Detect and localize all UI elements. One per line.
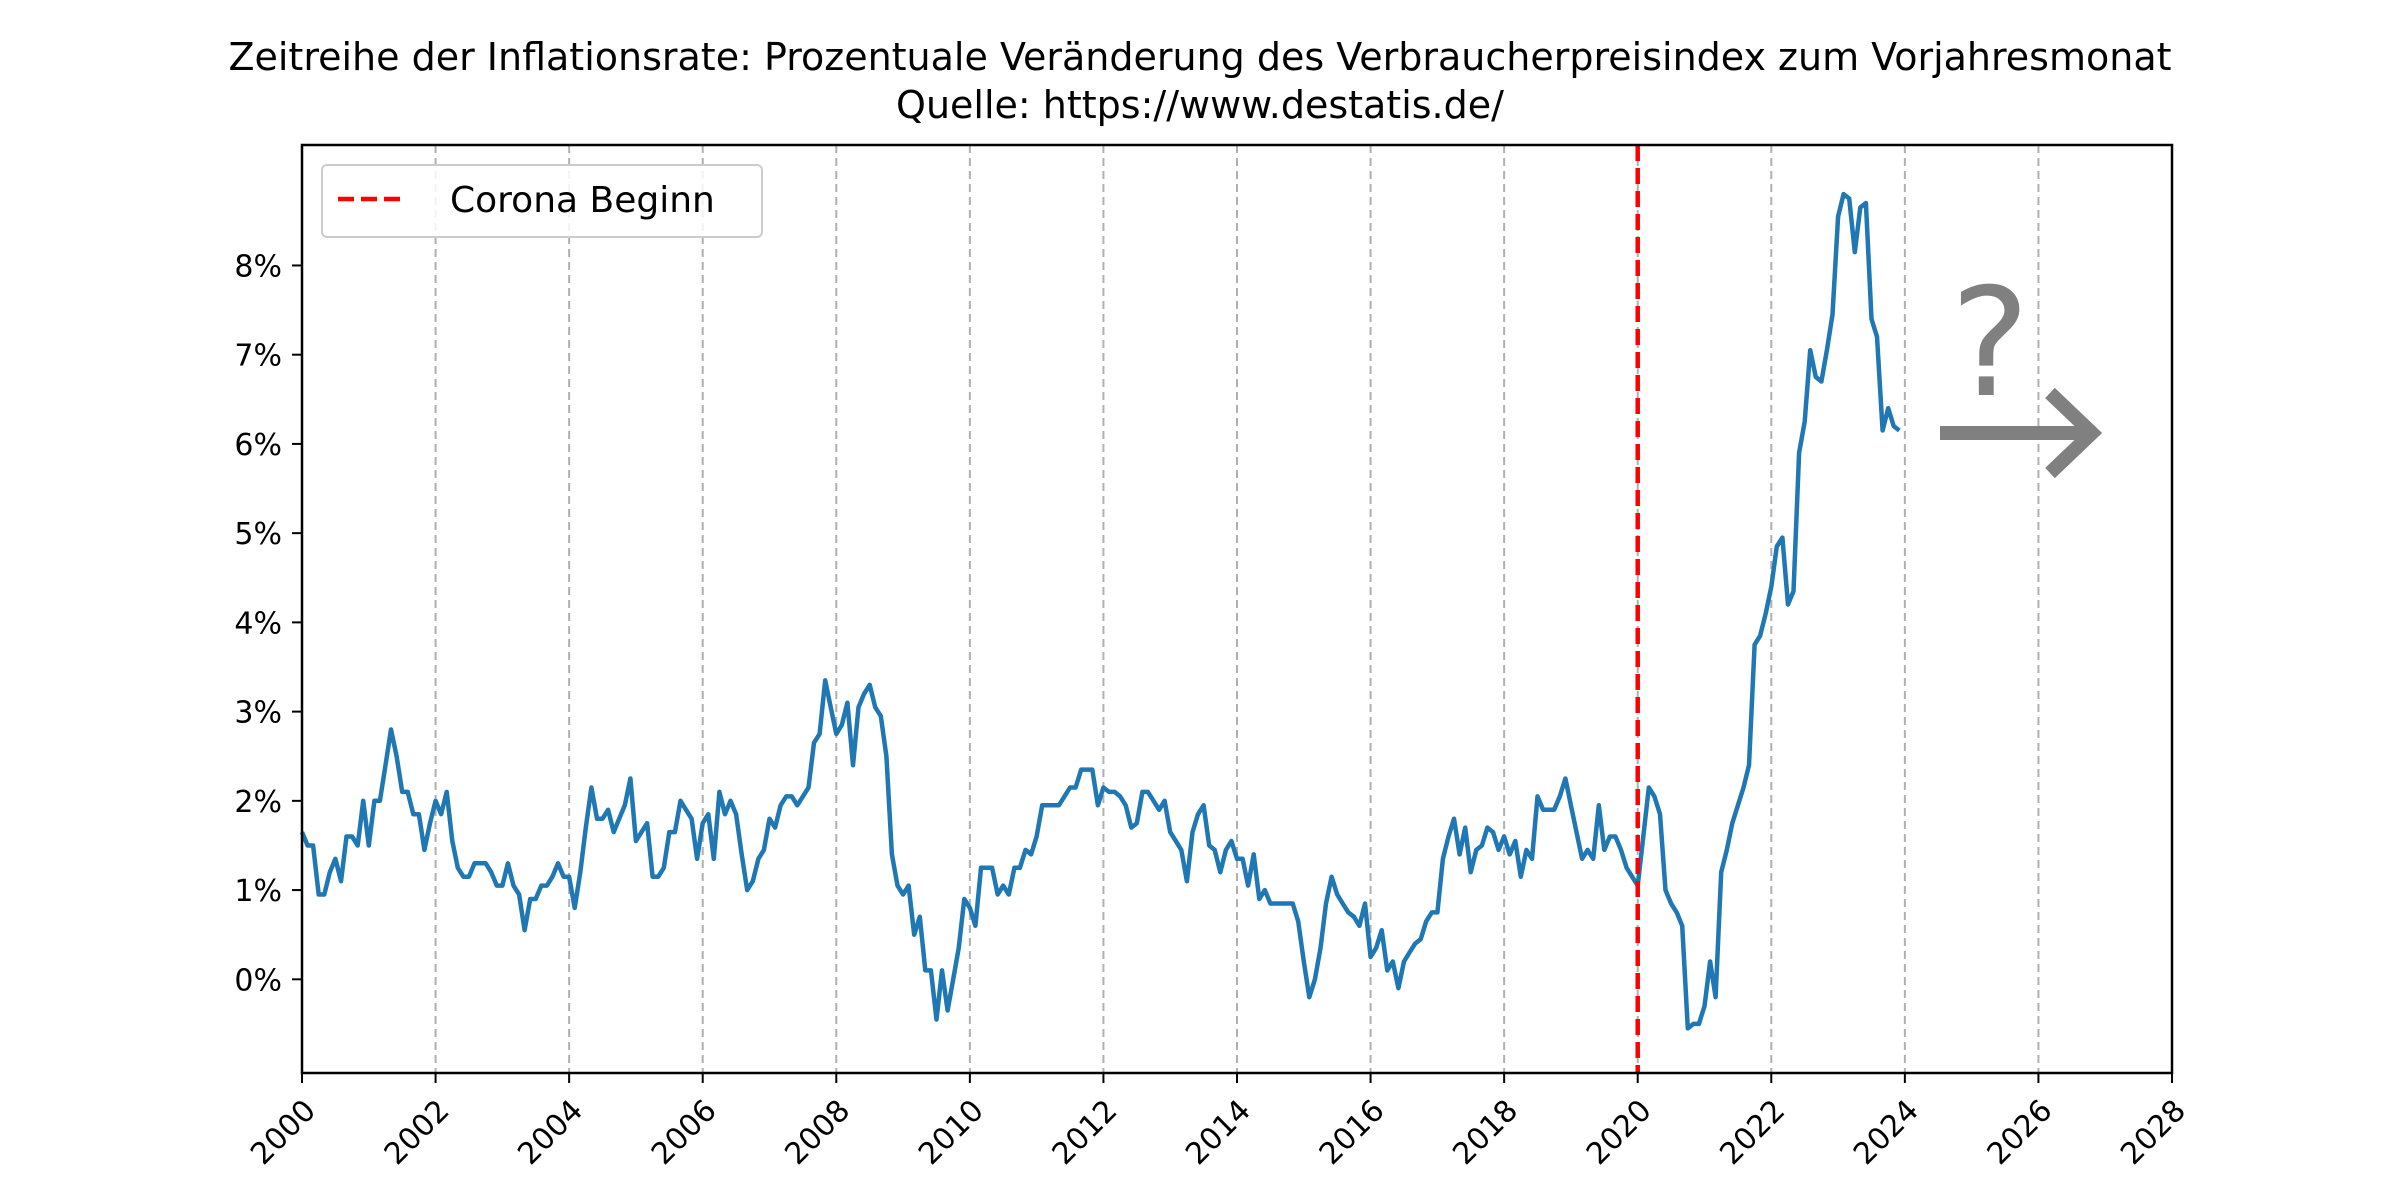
y-tick-label-6: 6% <box>234 428 282 463</box>
x-tick-label-2004: 2004 <box>511 1093 590 1172</box>
x-tick-label-2010: 2010 <box>912 1093 991 1172</box>
series-layer <box>299 191 1901 1031</box>
y-tick-label-7: 7% <box>234 339 282 374</box>
y-tick-label-8: 8% <box>234 249 282 284</box>
legend-box <box>321 164 763 238</box>
plot-frame <box>300 143 2174 1075</box>
grid-lines <box>434 145 2040 1073</box>
x-tick-label-2014: 2014 <box>1179 1093 1258 1172</box>
legend-label-corona: Corona Beginn <box>450 180 715 221</box>
x-tick-label-2026: 2026 <box>1981 1093 2060 1172</box>
x-tick-label-2022: 2022 <box>1713 1093 1792 1172</box>
x-tick-label-2018: 2018 <box>1446 1093 1525 1172</box>
x-tick-label-2012: 2012 <box>1046 1093 1125 1172</box>
x-tick-label-2020: 2020 <box>1580 1093 1659 1172</box>
y-tick-label-4: 4% <box>234 606 282 641</box>
x-tick-label-2002: 2002 <box>378 1093 457 1172</box>
y-tick-label-1: 1% <box>234 874 282 909</box>
arrow-head <box>2045 387 2103 479</box>
x-tick-label-2008: 2008 <box>778 1093 857 1172</box>
x-tick-label-2016: 2016 <box>1313 1093 1392 1172</box>
x-tick-label-2006: 2006 <box>645 1093 724 1172</box>
chart-subtitle: Quelle: https://www.destatis.de/ <box>896 83 1504 127</box>
series-line-0 <box>299 191 1901 1031</box>
chart-title: Zeitreihe der Inflationsrate: Prozentual… <box>228 35 2171 79</box>
y-tick-label-2: 2% <box>234 785 282 820</box>
x-axis: 2000 2002 2004 2006 2008 2010 2012 2014 2016 2018… <box>244 1073 2193 1172</box>
y-axis: 0% 1% 2% 3% 4% 5% 6% 7% 8% <box>234 249 302 998</box>
y-tick-label-5: 5% <box>234 517 282 552</box>
x-tick-label-2024: 2024 <box>1847 1093 1926 1172</box>
x-tick-label-2000: 2000 <box>244 1093 323 1172</box>
y-tick-label-0: 0% <box>234 963 282 998</box>
x-tick-label-2028: 2028 <box>2114 1093 2193 1172</box>
legend: Corona Beginn <box>321 164 763 238</box>
arrow-annotation <box>1940 387 2103 479</box>
question-mark-annotation: ? <box>1950 257 2030 431</box>
y-tick-label-3: 3% <box>234 696 282 731</box>
